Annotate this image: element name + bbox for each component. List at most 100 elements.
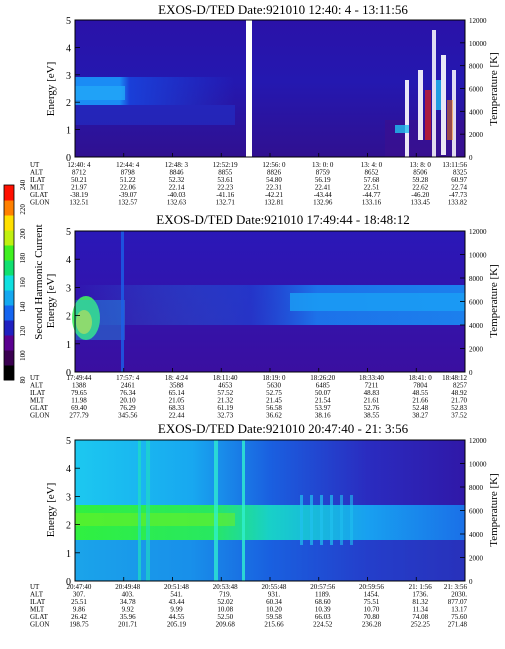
panel-2-table-cell: 48.92 [451, 389, 467, 397]
panel-2-table-cell: 21.54 [315, 397, 331, 405]
panel-2-table-row-label: UT [30, 374, 40, 382]
panel-2-band-core [290, 293, 465, 311]
panel-2-table-cell: 50.07 [315, 389, 331, 397]
panel-2-orbit-table: UT 17:49:44 17:57: 4 18: 4:24 18:11:40 18:19:… [30, 374, 468, 420]
panel-2-table-cell: 18: 4:24 [165, 374, 189, 382]
colorbar-cell [4, 290, 14, 306]
panel-2-ytick-label: 3 [66, 283, 71, 294]
panel-1-table-cell: 22.14 [169, 184, 185, 192]
panel-2-table-cell: 53.97 [315, 404, 331, 412]
panel-2-table-cell: 18:11:40 [213, 374, 238, 382]
panel-3-table-cell: 9.86 [73, 606, 86, 614]
panel-1-table-cell: 8846 [170, 169, 185, 177]
panel-3-table-cell: 68.60 [315, 598, 331, 606]
panel-1-table-cell: 22.74 [451, 184, 467, 192]
panel-2-table-cell: 38.16 [315, 412, 331, 420]
panel-3-table-cell: 25.51 [71, 598, 87, 606]
panel-2-low-alt-halo [75, 300, 125, 340]
colorbar-cell [4, 245, 14, 261]
panel-3-table-cell: 21: 1:56 [409, 583, 433, 591]
panel-1: EXOS-D/TED Date:921010 12:40: 4 - 13:11:… [30, 2, 500, 207]
panel-1-table-cell: 12:44: 4 [116, 161, 140, 169]
panel-2-table-cell: 3588 [170, 382, 185, 390]
panel-1-ticks: 0 1 2 3 4 5 0 2000 4000 6000 8000 10000 12000 [66, 16, 487, 164]
panel-2-table-cell: 277.79 [69, 412, 89, 420]
panel-2-table-cell: 52.48 [412, 404, 428, 412]
panel-2-ytick-label: 4 [66, 255, 71, 266]
panel-2-table-cell: 2461 [121, 382, 136, 390]
colorbar-cell [4, 260, 14, 276]
panel-2-table-cell: 18:41: 0 [409, 374, 433, 382]
panel-1-orbit-table: UT 12:40: 4 12:44: 4 12:48: 3 12:52:19 12:56:… [30, 161, 468, 207]
colorbar-tick-label: 240 [19, 179, 27, 190]
colorbar-tick-label: 220 [19, 204, 27, 215]
panel-3-table-cell: 9.92 [122, 606, 135, 614]
panel-3-band-core [75, 513, 235, 526]
colorbar-tick-label: 160 [19, 277, 27, 288]
panel-2-table-cell: 18:48:12 [442, 374, 467, 382]
panel-2-table-cell: 18:33:40 [359, 374, 384, 382]
panel-3-table-cell: 10.08 [217, 606, 233, 614]
panel-3-table-cell: 20:53:48 [213, 583, 238, 591]
panel-2-table-cell: 69.40 [71, 404, 87, 412]
panel-1-y2tick-label: 2000 [469, 131, 484, 139]
panel-3-table-cell: 931. [268, 591, 281, 599]
panel-1-table-cell: -46.20 [411, 191, 430, 199]
panel-3-table-cell: 26.42 [71, 613, 87, 621]
panel-1-table-cell: 22.41 [315, 184, 331, 192]
panel-3-y2tick-label: 6000 [469, 508, 484, 516]
panel-1-table-cell: 21.97 [71, 184, 87, 192]
panel-3-table-cell: 877.07 [448, 598, 468, 606]
panel-2-table-cell: 65.14 [169, 389, 185, 397]
colorbar-tick-label: 200 [19, 228, 27, 239]
panel-2-table-cell: 21.61 [364, 397, 380, 405]
panel-1-ylabel: Energy [eV] [45, 62, 57, 116]
panel-3-table-cell: 59.58 [266, 613, 282, 621]
panel-1-table-cell: -44.77 [362, 191, 381, 199]
colorbar-cell [4, 335, 14, 351]
colorbar-tick-label: 140 [19, 301, 27, 312]
panel-3-table-cell: 20:47:40 [67, 583, 92, 591]
panel-3: EXOS-D/TED Date:921010 20:47:40 - 21: 3:… [30, 421, 500, 629]
colorbar-cell [4, 185, 14, 201]
panel-1-table-cell: 8652 [365, 169, 380, 177]
panel-1-table-cell: 22.62 [412, 184, 428, 192]
panel-2-table-row-label: ILAT [30, 389, 46, 397]
panel-3-vertical-stripes [138, 440, 353, 581]
panel-2-table-cell: 11.98 [71, 397, 87, 405]
colorbar-tick-label: 120 [19, 326, 27, 337]
panel-3-table-cell: 75.60 [451, 613, 467, 621]
panel-1-table-cell: 132.57 [118, 199, 138, 207]
panel-3-table-row-label: MLT [30, 606, 45, 614]
panel-3-table-cell: 719. [219, 591, 232, 599]
panel-3-table-row-label: ALT [30, 591, 44, 599]
panel-1-table-cell: 60.97 [451, 176, 467, 184]
panel-3-table-cell: 201.71 [118, 621, 138, 629]
colorbar-label: Second Harmonic Current [33, 224, 45, 339]
panel-2-table-cell: 22.44 [169, 412, 185, 420]
panel-1-y2tick-label: 12000 [469, 17, 487, 25]
panel-3-table-cell: 2030. [451, 591, 467, 599]
panel-3-table-cell: 34.78 [120, 598, 136, 606]
panel-3-table-cell: 43.44 [169, 598, 185, 606]
panel-3-table-cell: 198.75 [69, 621, 89, 629]
panel-2-table-cell: 17:57: 4 [116, 374, 140, 382]
panel-1-table-cell: 54.80 [266, 176, 282, 184]
panel-2-table-cell: 7804 [413, 382, 428, 390]
colorbar-cell [4, 230, 14, 246]
panel-3-y2tick-label: 2000 [469, 555, 484, 563]
panel-3-table-cell: 1189. [315, 591, 331, 599]
panel-1-ytick-label: 1 [66, 126, 71, 137]
colorbar-ticks: 240 220 200 180 160 140 120 100 80 [19, 179, 27, 383]
panel-3-table-row-label: ILAT [30, 598, 46, 606]
panel-1-table-cell: 22.51 [364, 184, 380, 192]
panel-2-table-cell: 48.55 [412, 389, 428, 397]
colorbar-tick-label: 80 [19, 376, 27, 384]
panel-2-table-cell: 20.10 [120, 397, 136, 405]
panel-2-table-cell: 6485 [316, 382, 331, 390]
panel-3-table-cell: 1454. [364, 591, 380, 599]
panel-1-table-cell: 132.63 [167, 199, 187, 207]
colorbar-cell [4, 365, 14, 381]
panel-3-y2tick-label: 10000 [469, 461, 487, 469]
panel-2: EXOS-D/TED Date:921010 17:49:44 - 18:48:… [30, 212, 500, 420]
